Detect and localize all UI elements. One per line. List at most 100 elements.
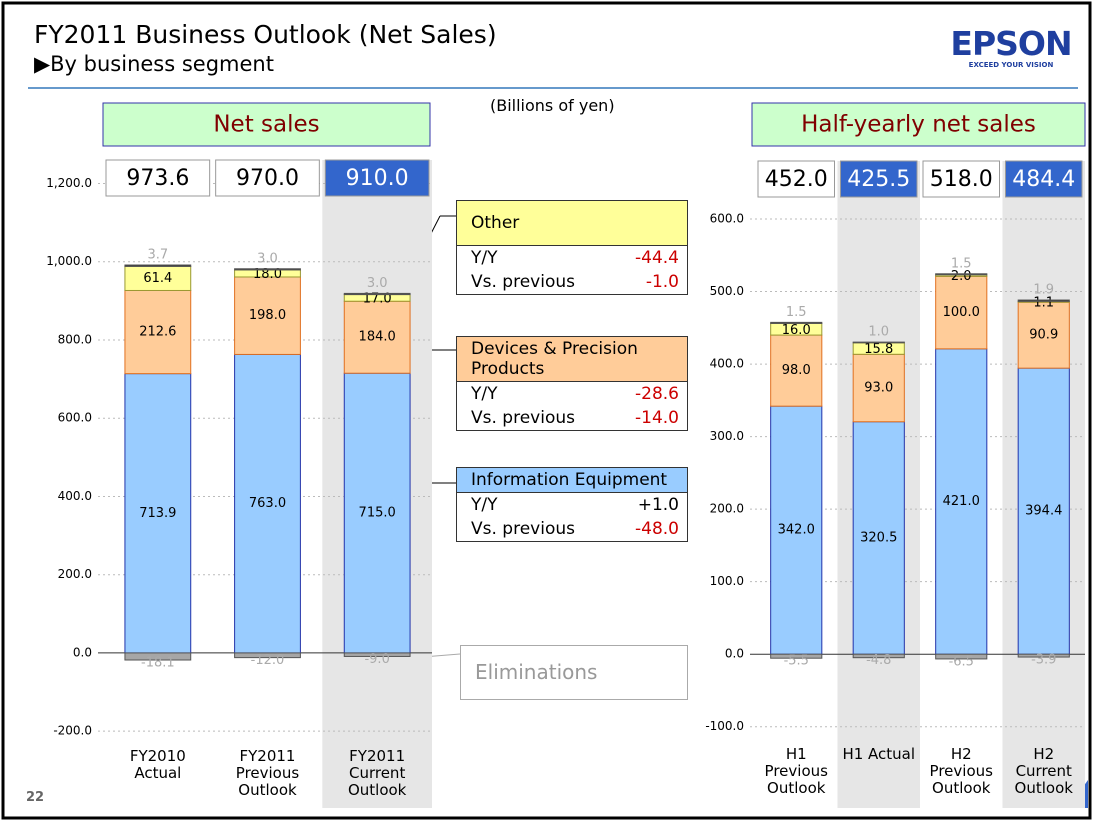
value-label: 2.0 [951, 269, 972, 284]
callout-devices: Devices & Precision Products Y/Y -28.6 Vs… [456, 336, 688, 431]
total-box [105, 159, 211, 197]
bar-segment [770, 653, 823, 659]
callout-row: Vs. previous -48.0 [457, 517, 687, 541]
slide-title: FY2011 Business Outlook (Net Sales) [34, 20, 497, 49]
callout-info: Information Equipment Y/Y +1.0 Vs. previo… [456, 467, 688, 542]
y-tick-label: 0.0 [725, 647, 744, 661]
value-label: 1.0 [868, 325, 889, 340]
value-label: 1.5 [951, 256, 972, 271]
bar-segment [343, 292, 411, 296]
bar-segment [935, 275, 988, 350]
value-label: 198.0 [249, 308, 286, 323]
callout-title: Information Equipment [457, 468, 687, 493]
y-tick-label: 800.0 [58, 332, 92, 346]
total-label: 484.4 [1012, 167, 1075, 192]
bar-segment [124, 652, 192, 661]
eliminations-box: Eliminations [460, 645, 688, 700]
value-label: 93.0 [864, 381, 893, 396]
bar-segment [1017, 299, 1070, 302]
value-label: 3.7 [147, 248, 168, 263]
y-tick-label: 600.0 [710, 212, 744, 226]
bar-segment [124, 264, 192, 267]
total-box [1005, 160, 1083, 198]
callout-row: Y/Y +1.0 [457, 493, 687, 517]
y-tick-label: 1,000.0 [46, 254, 92, 268]
total-label: 452.0 [765, 167, 828, 192]
bar-segment [935, 348, 988, 655]
y-tick-label: 600.0 [58, 411, 92, 425]
callout-row: Y/Y -28.6 [457, 382, 687, 406]
value-label: -3.9 [1031, 653, 1056, 668]
row-value: -28.6 [635, 384, 679, 404]
row-label: Y/Y [471, 248, 498, 268]
value-label: 394.4 [1025, 504, 1062, 519]
total-label: 973.6 [126, 166, 189, 191]
bar-segment [852, 653, 905, 659]
y-tick-label: 1,200.0 [46, 176, 92, 190]
row-label: Y/Y [471, 384, 498, 404]
value-label: 212.6 [139, 325, 176, 340]
value-label: 17.0 [363, 291, 392, 306]
y-tick-label: 400.0 [710, 357, 744, 371]
bar-segment [935, 653, 988, 660]
value-label: 320.5 [860, 530, 897, 545]
row-value: +1.0 [637, 495, 679, 515]
value-label: -12.0 [251, 653, 285, 668]
value-label: 713.9 [139, 506, 176, 521]
value-label: 342.0 [778, 523, 815, 538]
logo: EPSON [950, 24, 1072, 63]
y-tick-label: 200.0 [710, 502, 744, 516]
value-label: 421.0 [943, 494, 980, 509]
value-label: 16.0 [782, 323, 811, 338]
callout-row: Vs. previous -1.0 [457, 270, 687, 294]
value-label: 763.0 [249, 496, 286, 511]
value-label: -18.1 [141, 656, 175, 671]
bar-segment [234, 353, 301, 654]
value-label: -4.8 [866, 653, 891, 668]
bar-segment [234, 652, 301, 659]
total-label: 518.0 [930, 167, 993, 192]
value-label: -9.0 [364, 652, 389, 667]
bar-segment [343, 652, 411, 657]
panel-header [751, 102, 1086, 147]
value-label: 1.1 [1033, 295, 1054, 310]
bar-segment [1017, 653, 1070, 658]
y-tick-label: 100.0 [710, 574, 744, 588]
x-tick-label: H2 Previous Outlook [929, 745, 993, 797]
y-tick-label: 500.0 [710, 284, 744, 298]
x-tick-label: H1 Previous Outlook [764, 745, 828, 797]
row-value: -48.0 [635, 519, 679, 539]
value-label: 18.0 [253, 267, 282, 282]
total-box [324, 159, 430, 197]
bar-segment [234, 276, 301, 355]
panel-header [102, 102, 431, 147]
total-box [840, 160, 918, 198]
bar-segment [770, 334, 823, 407]
callout-title: Devices & Precision Products [457, 337, 687, 382]
y-tick-label: 0.0 [73, 645, 92, 659]
y-tick-label: 400.0 [58, 489, 92, 503]
y-tick-label: -100.0 [705, 719, 744, 733]
panel-title: Net sales [213, 112, 319, 138]
bar-segment [1017, 301, 1070, 369]
row-label: Vs. previous [471, 519, 575, 539]
total-box [215, 159, 320, 197]
page-number: 22 [26, 790, 45, 805]
value-label: 98.0 [782, 363, 811, 378]
x-tick-label: H2 Current Outlook [1014, 745, 1073, 797]
panel-title: Half-yearly net sales [801, 112, 1036, 138]
value-label: 61.4 [143, 271, 172, 286]
bar-segment [124, 289, 192, 375]
y-tick-label: 300.0 [710, 429, 744, 443]
x-tick-label: FY2010 Actual [129, 747, 186, 782]
row-value: -14.0 [635, 408, 679, 428]
callout-other: Other Y/Y -44.4 Vs. previous -1.0 [456, 200, 688, 295]
y-tick-label: -200.0 [53, 724, 92, 738]
value-label: 100.0 [943, 305, 980, 320]
row-label: Vs. previous [471, 408, 575, 428]
unit-note: (Billions of yen) [490, 96, 615, 115]
value-label: 1.9 [1033, 283, 1054, 298]
